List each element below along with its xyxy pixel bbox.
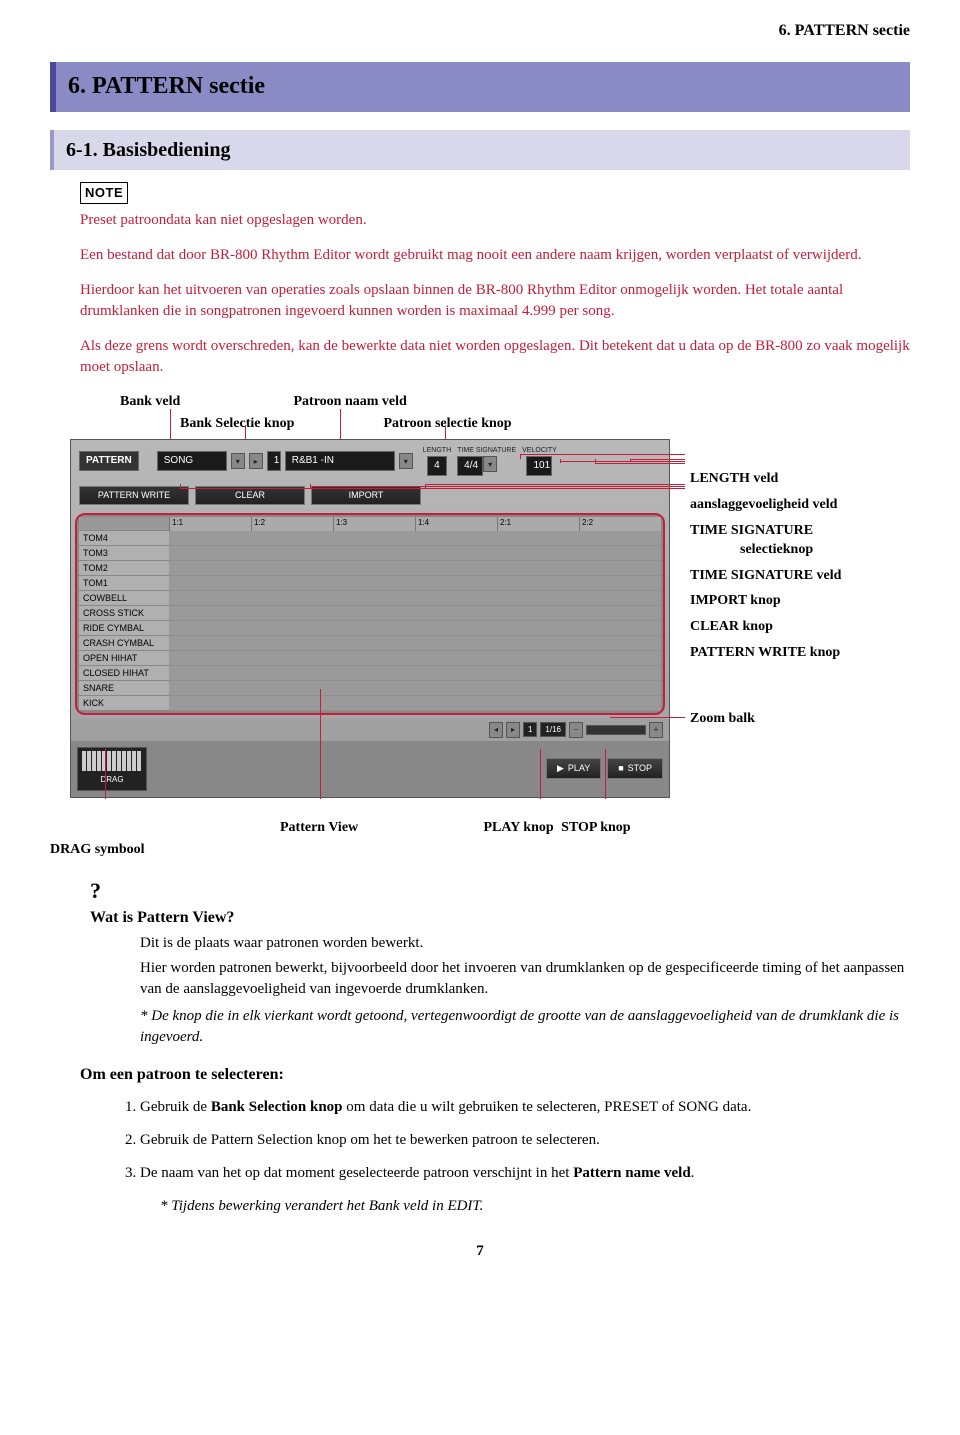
play-icon: ▶ <box>557 762 564 775</box>
stop-label: STOP <box>628 762 652 775</box>
step-item: Gebruik de Pattern Selection knop om het… <box>140 1130 910 1151</box>
body-text: Hier worden patronen bewerkt, bijvoorbee… <box>140 958 910 1000</box>
section-title: 6. PATTERN sectie <box>50 62 910 112</box>
drag-grid-icon <box>82 751 142 771</box>
zoom-row: ◂ ▸ 1 1/16 − + <box>71 719 669 741</box>
pattern-prev-icon[interactable]: ▸ <box>249 453 263 469</box>
ruler-tick: 1:1 <box>169 517 251 531</box>
note-text: Als deze grens wordt overschreden, kan d… <box>80 336 910 378</box>
callout-play: PLAY knop <box>484 820 554 835</box>
grid-ruler: 1:1 1:2 1:3 1:4 2:1 2:2 <box>169 517 661 531</box>
select-heading: Om een patroon te selecteren: <box>80 1064 910 1086</box>
pattern-ui-screenshot: PATTERN SONG ▾ ▸ 1 R&B1 -IN ▾ LENGTH 4 T… <box>70 439 670 797</box>
zoom-position: 1 <box>523 722 537 737</box>
callout-patroon-selectie: Patroon selectie knop <box>384 414 512 434</box>
body-text: Dit is de plaats waar patronen worden be… <box>140 933 910 954</box>
ruler-tick: 1:4 <box>415 517 497 531</box>
ruler-tick: 1:2 <box>251 517 333 531</box>
track-label: KICK <box>79 696 169 711</box>
page-number: 7 <box>50 1241 910 1262</box>
note-text: Preset patroondata kan niet opgeslagen w… <box>80 210 910 231</box>
pattern-view-grid[interactable]: TOM4 TOM3 TOM2 TOM1 COWBELL CROSS STICK … <box>75 513 665 715</box>
callout-length: LENGTH veld <box>690 469 841 489</box>
drag-symbol[interactable]: DRAG <box>77 747 147 791</box>
callout-stop: STOP knop <box>561 820 630 835</box>
track-label: CRASH CYMBAL <box>79 636 169 651</box>
scroll-left-icon[interactable]: ◂ <box>489 722 503 738</box>
callout-timesig-veld: TIME SIGNATURE veld <box>690 566 841 586</box>
zoom-out-icon[interactable]: − <box>569 722 583 738</box>
track-label: TOM2 <box>79 561 169 576</box>
col-length-label: LENGTH <box>423 446 451 456</box>
pattern-dropdown-icon[interactable]: ▾ <box>399 453 413 469</box>
track-label: CLOSED HIHAT <box>79 666 169 681</box>
steps-list: Gebruik de Bank Selection knop om data d… <box>140 1097 910 1184</box>
track-label: COWBELL <box>79 591 169 606</box>
callout-pattern-view: Pattern View <box>280 818 480 838</box>
pattern-write-button[interactable]: PATTERN WRITE <box>79 486 189 505</box>
track-label: TOM3 <box>79 546 169 561</box>
subsection-title: 6-1. Basisbediening <box>50 130 910 170</box>
scroll-right-icon[interactable]: ▸ <box>506 722 520 738</box>
callout-aanslag: aanslaggevoeligheid veld <box>690 495 841 515</box>
timesig-dropdown-icon[interactable]: ▾ <box>483 456 497 472</box>
zoom-slider[interactable] <box>586 725 646 735</box>
track-label: CROSS STICK <box>79 606 169 621</box>
callout-patroon-naam: Patroon naam veld <box>294 392 407 412</box>
callout-clear: CLEAR knop <box>690 617 841 637</box>
bank-dropdown-icon[interactable]: ▾ <box>231 453 245 469</box>
ruler-tick: 1:3 <box>333 517 415 531</box>
body-note: * De knop die in elk vierkant wordt geto… <box>140 1006 910 1048</box>
callout-drag: DRAG symbool <box>50 840 910 860</box>
what-is-heading: Wat is Pattern View? <box>90 907 910 929</box>
callout-import: IMPORT knop <box>690 591 841 611</box>
bottom-callouts: Pattern View PLAY knop STOP knop DRAG sy… <box>50 818 910 860</box>
question-mark-icon: ? <box>90 876 910 907</box>
pattern-label: PATTERN <box>79 451 139 471</box>
note-icon: NOTE <box>80 182 128 204</box>
zoom-division: 1/16 <box>540 722 566 737</box>
stop-icon: ■ <box>618 762 623 775</box>
callout-zoom: Zoom balk <box>690 709 755 729</box>
step-subnote: * Tijdens bewerking verandert het Bank v… <box>160 1196 910 1217</box>
side-callouts: LENGTH veld aanslaggevoeligheid veld TIM… <box>690 469 841 668</box>
callout-timesig-sel: TIME SIGNATURE selectieknop <box>690 521 841 560</box>
stop-button[interactable]: ■ STOP <box>607 758 663 779</box>
page-header: 6. PATTERN sectie <box>50 20 910 42</box>
pattern-name-field[interactable]: R&B1 -IN <box>285 451 395 471</box>
track-label: TOM1 <box>79 576 169 591</box>
grid-body[interactable] <box>169 531 661 711</box>
callout-top-row2: Bank Selectie knop Patroon selectie knop <box>120 414 910 434</box>
track-label: TOM4 <box>79 531 169 546</box>
callout-top-row1: Bank veld Patroon naam veld <box>120 392 910 412</box>
callout-pwrite: PATTERN WRITE knop <box>690 643 841 663</box>
timesig-field[interactable]: 4/4 <box>457 456 483 476</box>
note-text: Hierdoor kan het uitvoeren van operaties… <box>80 280 910 322</box>
drag-label: DRAG <box>100 775 123 784</box>
track-label: OPEN HIHAT <box>79 651 169 666</box>
play-label: PLAY <box>568 762 590 775</box>
velocity-field[interactable]: 101 <box>526 456 552 476</box>
ruler-tick: 2:2 <box>579 517 661 531</box>
pattern-number: 1 <box>267 451 281 471</box>
track-label: SNARE <box>79 681 169 696</box>
track-label: RIDE CYMBAL <box>79 621 169 636</box>
bank-field[interactable]: SONG <box>157 451 227 471</box>
play-button[interactable]: ▶ PLAY <box>546 758 601 779</box>
zoom-in-icon[interactable]: + <box>649 722 663 738</box>
track-labels: TOM4 TOM3 TOM2 TOM1 COWBELL CROSS STICK … <box>79 517 169 711</box>
bottom-row: DRAG ▶ PLAY ■ STOP <box>71 741 669 797</box>
step-item: De naam van het op dat moment geselectee… <box>140 1163 910 1184</box>
step-item: Gebruik de Bank Selection knop om data d… <box>140 1097 910 1118</box>
col-timesig-label: TIME SIGNATURE <box>457 446 516 456</box>
callout-bank-veld: Bank veld <box>120 392 290 412</box>
ruler-tick: 2:1 <box>497 517 579 531</box>
note-text: Een bestand dat door BR-800 Rhythm Edito… <box>80 245 910 266</box>
figure-area: PATTERN SONG ▾ ▸ 1 R&B1 -IN ▾ LENGTH 4 T… <box>50 439 910 797</box>
length-field[interactable]: 4 <box>427 456 447 476</box>
grid-cells[interactable]: 1:1 1:2 1:3 1:4 2:1 2:2 <box>169 517 661 711</box>
